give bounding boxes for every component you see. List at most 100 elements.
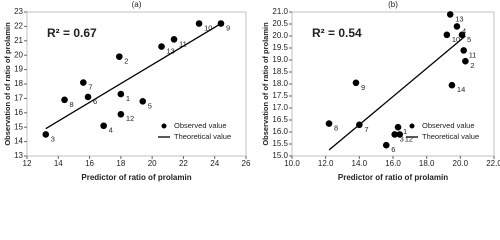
point-label: 14	[457, 85, 465, 94]
point-label: 5	[467, 35, 471, 44]
y-tick-label: 14	[14, 137, 23, 146]
point-label: 13	[167, 47, 175, 56]
y-axis-label: Observation of of ratio of prolamin	[261, 22, 270, 146]
point-label: 5	[148, 101, 152, 110]
point-label: 8	[70, 100, 74, 109]
point-label: 10	[452, 35, 460, 44]
point-label: 12	[405, 134, 413, 143]
point-label: 7	[88, 83, 92, 92]
legend-label: Theoretical value	[174, 132, 231, 141]
y-tick-label: 19	[14, 65, 23, 74]
x-tick-label: 12.0	[318, 159, 334, 168]
point	[382, 141, 390, 149]
x-tick-label: 26	[242, 159, 251, 168]
y-tick-label: 20.0	[272, 31, 288, 40]
point	[448, 81, 456, 89]
point	[158, 43, 165, 50]
x-tick-label: 22.0	[486, 159, 500, 168]
y-tick-label: 16.0	[272, 127, 288, 136]
y-tick-label: 17.0	[272, 103, 288, 112]
point	[396, 131, 404, 138]
y-tick-label: 16.5	[272, 115, 288, 124]
y-tick-label: 17.5	[272, 91, 288, 100]
trend-line	[45, 22, 222, 130]
x-tick-label: 20.0	[453, 159, 469, 168]
y-tick-label: 15.5	[272, 139, 288, 148]
point-label: 13	[455, 14, 463, 23]
point-label: 3	[51, 134, 55, 143]
y-axis-label: Observation of of ratio of prolamin	[3, 22, 12, 146]
point	[325, 120, 333, 127]
point-label: 7	[364, 125, 368, 134]
legend-label: Observed value	[422, 121, 475, 130]
point	[352, 79, 360, 87]
y-tick-label: 15.0	[272, 151, 288, 160]
x-tick-label: 22	[179, 159, 188, 168]
y-tick-label: 13	[14, 151, 23, 160]
page: {"chart_data": [ {"type": "scatter", "ti…	[2, 0, 500, 183]
x-axis-label: Predictor of ratio of prolamin	[81, 173, 191, 182]
point	[170, 36, 178, 43]
point-label: 6	[391, 145, 395, 154]
y-tick-label: 23	[14, 7, 23, 16]
x-tick-label: 12	[23, 159, 32, 168]
x-tick-label: 20	[148, 159, 157, 168]
y-tick-label: 21.0	[272, 7, 288, 16]
y-tick-label: 19.0	[272, 55, 288, 64]
y-tick-label: 18.5	[272, 67, 288, 76]
legend-label: Observed value	[174, 121, 227, 130]
chart-title: (a)	[132, 0, 142, 9]
chart: (a) R² = 0.67 Predictor of ratio of prolam…	[3, 0, 500, 182]
point-label: 4	[109, 126, 113, 135]
x-tick-label: 14.0	[352, 159, 368, 168]
point	[115, 53, 123, 60]
point	[117, 90, 125, 98]
point-label: 4	[462, 26, 466, 35]
x-tick-label: 16	[85, 159, 94, 168]
point	[443, 31, 451, 39]
point-label: 1	[403, 127, 407, 136]
point	[195, 20, 203, 27]
point-label: 3	[400, 134, 404, 143]
x-axis-label: Predictor of ratio of prolamin	[338, 173, 448, 182]
annotation: R² = 0.67	[47, 26, 97, 40]
point-label: 9	[361, 83, 365, 92]
point-label: 12	[126, 114, 134, 123]
point-label: 9	[226, 24, 230, 33]
point-label: 11	[469, 50, 477, 59]
point-label: 2	[124, 57, 128, 66]
point	[391, 131, 398, 138]
y-tick-label: 20	[14, 50, 23, 59]
chart-title: (b)	[388, 0, 398, 9]
y-tick-label: 19.5	[272, 43, 288, 52]
y-tick-label: 15	[14, 122, 23, 131]
trend-line	[328, 35, 466, 151]
point-label: 10	[204, 24, 212, 33]
point	[117, 110, 125, 118]
y-tick-label: 18.0	[272, 79, 288, 88]
x-tick-label: 16.0	[385, 159, 401, 168]
annotation: R² = 0.54	[312, 26, 362, 40]
point	[446, 11, 454, 18]
point-label: 11	[179, 39, 187, 48]
point-label: 2	[470, 61, 474, 70]
point-label: 8	[334, 124, 338, 133]
point-label: 1	[126, 94, 130, 103]
y-tick-label: 16	[14, 108, 23, 117]
y-tick-label: 22	[14, 22, 23, 31]
point	[394, 123, 402, 131]
point	[460, 47, 468, 54]
legend-marker	[409, 123, 415, 129]
point	[458, 31, 466, 39]
x-tick-label: 18	[116, 159, 125, 168]
point	[100, 122, 107, 130]
x-tick-label: 10.0	[284, 159, 300, 168]
point	[61, 96, 68, 104]
legend-marker	[161, 123, 167, 129]
point	[139, 97, 147, 105]
y-tick-label: 17	[14, 94, 23, 103]
point	[80, 79, 87, 86]
y-tick-label: 20.5	[272, 19, 288, 28]
point-label: 6	[93, 97, 97, 106]
y-tick-label: 21	[14, 36, 23, 45]
